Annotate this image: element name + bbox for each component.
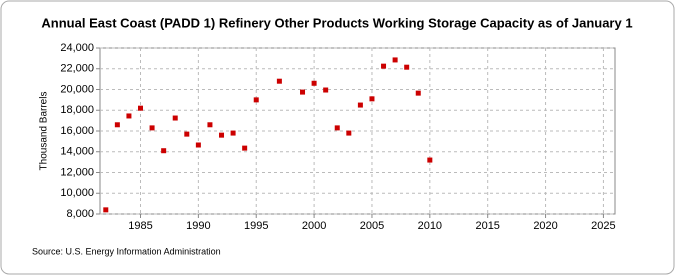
x-tick-label: 2010	[418, 220, 442, 232]
x-tick-label: 2000	[302, 220, 326, 232]
point	[276, 78, 282, 84]
point	[138, 105, 144, 111]
y-axis-label: Thousand Barrels	[39, 92, 50, 171]
y-tick-label: 12,000	[60, 166, 94, 178]
x-tick-label: 1990	[186, 220, 210, 232]
y-tick-label: 18,000	[60, 104, 94, 116]
point	[415, 90, 421, 96]
x-tick-label: 2025	[591, 220, 615, 232]
point	[357, 102, 363, 108]
x-tick-label: 2005	[360, 220, 384, 232]
point	[161, 148, 167, 154]
y-tick-label: 8,000	[66, 208, 94, 220]
x-tick-label: 2015	[475, 220, 499, 232]
y-tick-label: 24,000	[60, 42, 94, 54]
point	[103, 207, 109, 213]
x-tick-label: 2020	[533, 220, 557, 232]
point	[311, 80, 317, 86]
point	[323, 87, 329, 93]
point	[126, 113, 132, 119]
point	[219, 132, 225, 138]
point	[427, 157, 433, 163]
point	[230, 130, 236, 136]
y-tick-label: 20,000	[60, 83, 94, 95]
point	[114, 122, 120, 128]
point	[253, 97, 259, 103]
y-tick-label: 22,000	[60, 63, 94, 75]
point	[207, 122, 213, 128]
point	[172, 115, 178, 121]
y-tick-label: 14,000	[60, 146, 94, 158]
point	[184, 131, 190, 137]
x-tick-label: 1985	[128, 220, 152, 232]
source-note: Source: U.S. Energy Information Administ…	[32, 246, 221, 256]
point	[334, 125, 340, 131]
point	[242, 145, 248, 151]
x-tick-label: 1995	[244, 220, 268, 232]
point	[404, 64, 410, 70]
point	[149, 125, 155, 131]
point	[346, 130, 352, 136]
chart-title: Annual East Coast (PADD 1) Refinery Othe…	[41, 15, 632, 30]
point	[381, 63, 387, 69]
y-tick-label: 16,000	[60, 125, 94, 137]
y-tick-label: 10,000	[60, 187, 94, 199]
point	[195, 142, 201, 148]
point	[300, 89, 306, 95]
point	[392, 57, 398, 63]
plot-area	[99, 47, 616, 215]
point	[369, 96, 375, 102]
